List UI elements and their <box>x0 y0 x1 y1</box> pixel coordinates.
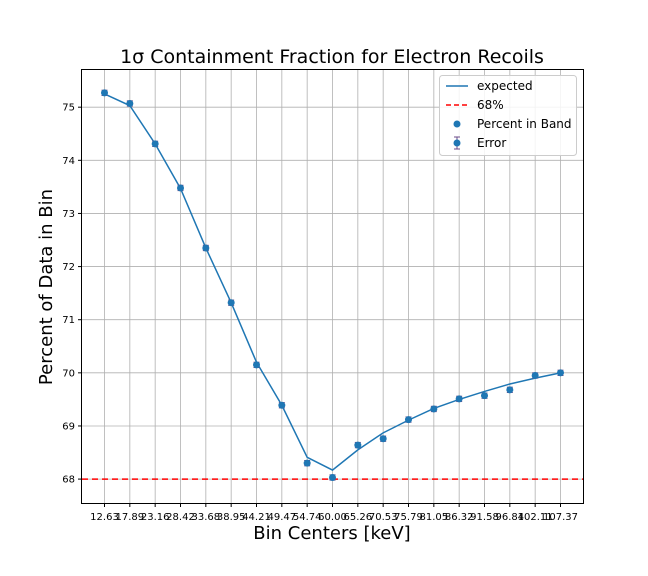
y-tick-label: 72 <box>62 262 75 273</box>
legend-points-label: Percent in Band <box>477 117 572 131</box>
legend-error-label: Error <box>477 136 506 150</box>
legend-68-label: 68% <box>477 98 504 112</box>
x-tick-label: 75.79 <box>394 512 423 523</box>
y-axis-ticks: 68 69 70 71 72 73 74 75 <box>62 103 82 486</box>
x-tick-label: 54.74 <box>293 512 322 523</box>
data-points-group <box>101 89 564 481</box>
x-tick-label: 70.53 <box>369 512 398 523</box>
legend-box <box>439 75 577 156</box>
y-tick-label: 74 <box>62 156 75 167</box>
x-tick-label: 12.63 <box>90 512 119 523</box>
x-tick-label: 23.16 <box>141 512 170 523</box>
data-point <box>278 401 286 409</box>
x-tick-label: 28.42 <box>166 512 195 523</box>
grid <box>82 70 583 503</box>
data-point <box>531 371 539 379</box>
x-tick-label: 91.58 <box>470 512 499 523</box>
legend-error-swatch-point <box>453 139 461 147</box>
y-tick-label: 68 <box>62 475 75 486</box>
data-point <box>354 441 362 449</box>
data-point <box>430 405 438 413</box>
x-tick-label: 86.32 <box>445 512 474 523</box>
y-tick-label: 75 <box>62 103 75 114</box>
data-point <box>481 392 488 400</box>
data-point <box>227 299 235 307</box>
data-point <box>177 184 184 192</box>
data-point <box>101 89 108 97</box>
x-tick-label: 33.68 <box>192 512 221 523</box>
y-tick-label: 69 <box>62 421 75 432</box>
x-axis-label: Bin Centers [keV] <box>253 523 410 544</box>
data-point <box>557 369 564 377</box>
data-point <box>303 459 311 467</box>
x-tick-label: 38.95 <box>217 512 246 523</box>
x-tick-label: 65.26 <box>344 512 373 523</box>
x-tick-label: 60.00 <box>318 512 347 523</box>
y-axis-label: Percent of Data in Bin <box>36 189 57 385</box>
x-tick-label: 96.84 <box>496 512 525 523</box>
x-tick-label: 107.37 <box>543 512 578 523</box>
data-point <box>455 395 463 403</box>
x-tick-label: 17.89 <box>116 512 145 523</box>
data-point <box>126 99 134 107</box>
x-tick-label: 49.47 <box>268 512 297 523</box>
data-point <box>379 435 387 443</box>
x-axis-ticks: 12.6317.8923.1628.4233.6838.9544.2149.47… <box>90 503 578 523</box>
data-point <box>405 416 412 424</box>
x-tick-label: 44.21 <box>242 512 271 523</box>
legend: expected 68% Percent in Band Error <box>439 75 577 156</box>
y-tick-label: 71 <box>62 315 75 326</box>
data-point <box>253 361 260 369</box>
y-tick-label: 70 <box>62 368 75 379</box>
legend-points-swatch <box>453 120 461 128</box>
data-point <box>506 386 514 394</box>
legend-expected-label: expected <box>477 79 533 93</box>
data-point <box>202 244 210 252</box>
x-tick-label: 102.11 <box>518 512 553 523</box>
y-tick-label: 73 <box>62 209 75 220</box>
x-tick-label: 81.05 <box>420 512 449 523</box>
chart-title: 1σ Containment Fraction for Electron Rec… <box>120 46 544 68</box>
data-point <box>151 140 159 148</box>
data-point <box>329 473 336 481</box>
